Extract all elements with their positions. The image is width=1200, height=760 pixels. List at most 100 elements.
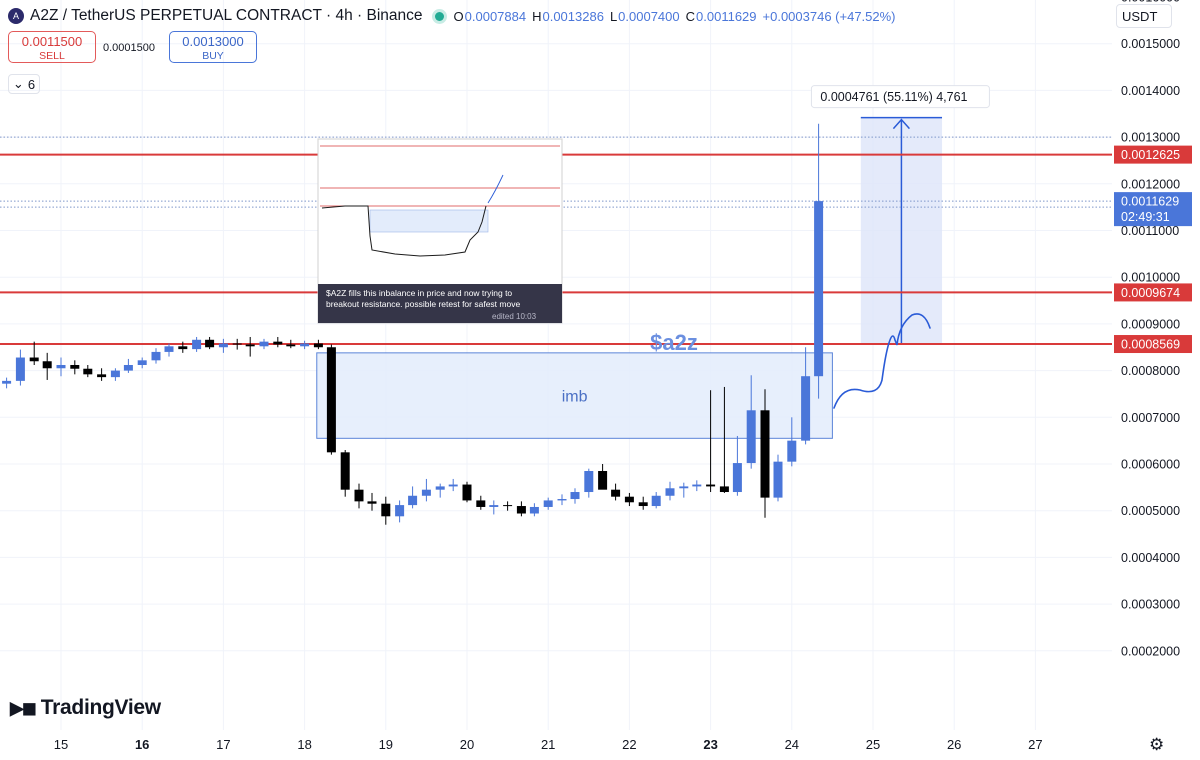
sell-button[interactable]: 0.0011500 SELL <box>8 31 96 63</box>
candle-body <box>651 495 661 507</box>
inset-sketch <box>487 174 504 204</box>
candle <box>801 347 811 445</box>
candle-body <box>273 341 283 345</box>
y-tick-label: 0.0015000 <box>1121 37 1180 51</box>
y-tick-label: 0.0014000 <box>1121 84 1180 98</box>
candle <box>326 344 336 455</box>
buy-label: BUY <box>202 50 224 62</box>
candle-body <box>801 376 811 441</box>
candle-body <box>164 346 174 352</box>
candle-body <box>137 360 147 365</box>
candle <box>259 338 269 350</box>
tradingview-mark-icon: ▶◼ <box>10 697 37 718</box>
imbalance-zone <box>316 352 833 439</box>
symbol-title[interactable]: A2Z / TetherUS PERPETUAL CONTRACT · 4h ·… <box>30 7 423 24</box>
candle-body <box>300 343 310 347</box>
candle-body <box>529 506 539 514</box>
candle <box>624 492 634 507</box>
inset-caption-line2: breakout resistance. possible retest for… <box>326 299 520 309</box>
candle <box>232 338 242 350</box>
candle-body <box>611 489 621 497</box>
candle <box>56 357 66 377</box>
candle-body <box>408 495 418 506</box>
candle <box>557 494 567 506</box>
candle <box>395 500 405 523</box>
current-price-tag <box>1114 192 1192 227</box>
time-axis[interactable]: 15 16 17 18 19 20 21 22 23 24 25 26 27 <box>54 737 1043 752</box>
brand-name: TradingView <box>40 696 161 719</box>
candle <box>746 375 756 469</box>
candle <box>245 336 255 357</box>
x-tick-label: 19 <box>379 737 393 752</box>
candle-body <box>151 351 161 361</box>
y-tick-label: 0.0010000 <box>1121 271 1180 285</box>
ohlc-low: L0.0007400 <box>609 8 680 24</box>
candle <box>760 389 770 518</box>
candle <box>42 352 52 380</box>
candle <box>286 339 296 349</box>
currency-select[interactable]: USDT <box>1116 4 1172 28</box>
inset-zone <box>369 209 489 233</box>
candle <box>773 454 783 502</box>
x-tick-label: 22 <box>622 737 636 752</box>
candle-body <box>462 484 472 501</box>
market-status-icon[interactable] <box>434 11 444 21</box>
candle <box>719 386 729 493</box>
gear-icon[interactable]: ⚙ <box>1149 735 1165 754</box>
price-change: +0.0003746 (+47.52%) <box>762 8 896 24</box>
price-axis[interactable]: 0.0002000 0.0003000 0.0004000 0.0005000 0.00… <box>1114 0 1192 658</box>
candle <box>489 500 499 515</box>
candle <box>340 449 350 497</box>
candle-body <box>178 346 188 350</box>
candle <box>476 495 486 510</box>
x-tick-label: 27 <box>1028 737 1042 752</box>
x-tick-label: 17 <box>216 737 230 752</box>
candle <box>408 486 418 509</box>
candle <box>218 338 228 353</box>
y-tick-label: 0.0003000 <box>1121 598 1180 612</box>
candle-body <box>367 501 377 504</box>
candle <box>638 496 648 510</box>
ohlc-close: C0.0011629 <box>685 8 757 24</box>
hand-drawn-annotations: $a2z <box>650 313 931 409</box>
candle <box>205 336 215 350</box>
a2z-logo-icon: A <box>8 8 24 24</box>
tradingview-logo: ▶◼ TradingView <box>10 696 161 720</box>
y-tick-label: 0.0009000 <box>1121 317 1180 331</box>
inset-caption-bg <box>318 284 562 323</box>
grid-lines <box>0 0 1112 730</box>
level-price-tag <box>1114 283 1192 302</box>
candle <box>273 336 283 348</box>
sell-label: SELL <box>39 50 65 62</box>
indicator-count: 6 <box>27 76 36 92</box>
candle-body <box>624 496 634 503</box>
candle-body <box>232 343 242 345</box>
candle-body <box>773 461 783 498</box>
spread-value: 0.0001500 <box>103 42 155 54</box>
candle <box>543 497 553 510</box>
candle-body <box>354 489 364 502</box>
candle <box>692 480 702 492</box>
candle-body <box>665 488 675 496</box>
candle <box>679 482 689 498</box>
candle-body <box>326 347 336 453</box>
countdown-label: 02:49:31 <box>1121 210 1170 224</box>
candle-body <box>476 500 486 507</box>
candle <box>570 488 580 504</box>
buy-button[interactable]: 0.0013000 BUY <box>169 31 257 63</box>
candle <box>70 360 80 375</box>
candle-body <box>56 364 66 369</box>
inset-edited-label: edited 10:03 <box>492 312 537 321</box>
x-tick-label: 21 <box>541 737 555 752</box>
chart-header: A A2Z / TetherUS PERPETUAL CONTRACT · 4h… <box>8 6 896 26</box>
candle-body <box>760 410 770 498</box>
level-price-label: 0.0009674 <box>1121 286 1180 300</box>
indicators-toggle[interactable]: ⌄ 6 <box>8 74 40 94</box>
x-tick-label: 24 <box>785 737 799 752</box>
candle-body <box>638 502 648 507</box>
candle-body <box>259 341 269 347</box>
candle-body <box>245 344 255 347</box>
candle-body <box>70 364 80 369</box>
candle-body <box>110 370 120 378</box>
